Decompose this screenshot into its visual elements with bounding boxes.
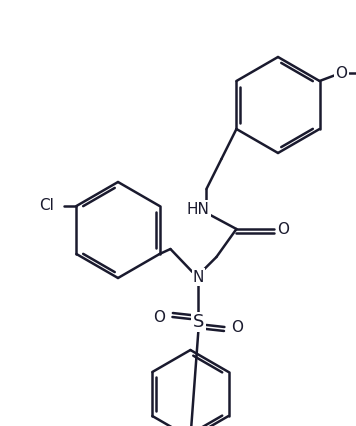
Text: O: O (277, 222, 289, 236)
Text: O: O (336, 66, 347, 81)
Text: O: O (153, 310, 166, 325)
Text: HN: HN (187, 201, 210, 216)
Text: O: O (231, 320, 244, 334)
Text: S: S (193, 313, 204, 331)
Text: Cl: Cl (40, 199, 54, 213)
Text: N: N (193, 270, 204, 285)
